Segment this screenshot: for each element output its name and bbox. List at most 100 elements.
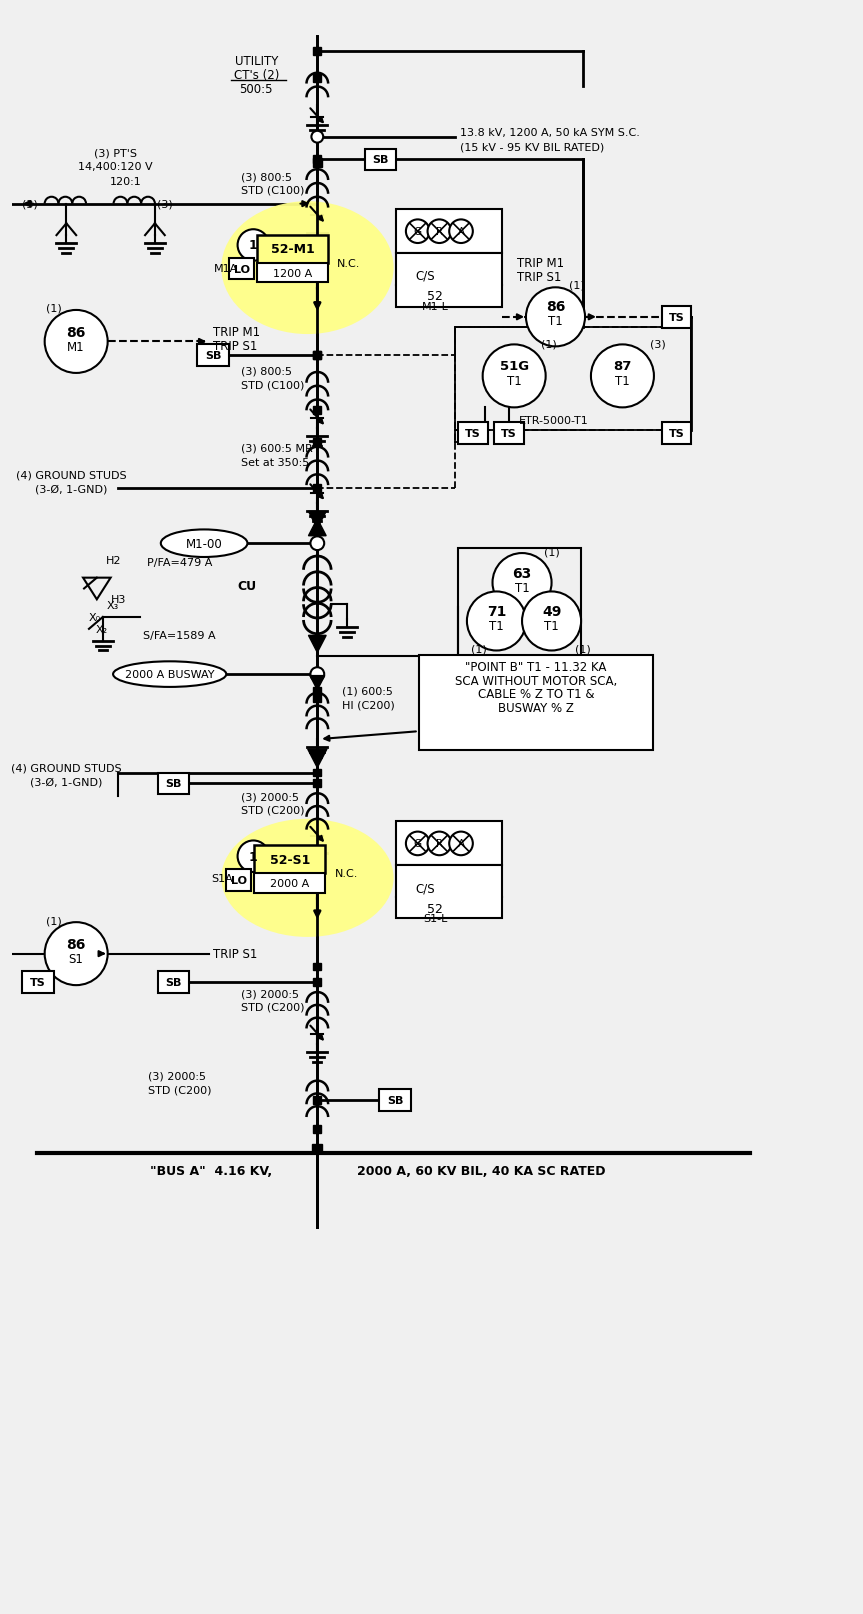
Text: 120:1: 120:1 (110, 178, 142, 187)
Circle shape (406, 833, 430, 855)
Circle shape (482, 345, 545, 408)
Bar (396, 822, 502, 865)
Bar (313, 158, 322, 168)
Text: M1: M1 (67, 341, 85, 353)
Circle shape (237, 231, 269, 261)
Text: TS: TS (501, 429, 517, 439)
Ellipse shape (161, 529, 248, 558)
Bar (419, 655, 653, 751)
Text: HI (C200): HI (C200) (342, 700, 394, 710)
Polygon shape (310, 676, 324, 691)
Text: (3-Ø, 1-GND): (3-Ø, 1-GND) (30, 776, 103, 788)
Text: 13.8 kV, 1200 A, 50 kA SYM S.C.: 13.8 kV, 1200 A, 50 kA SYM S.C. (460, 128, 639, 137)
Bar (313, 407, 321, 415)
Text: CU: CU (236, 579, 256, 592)
Bar (396, 210, 502, 253)
Text: S/FA=1589 A: S/FA=1589 A (143, 631, 216, 641)
Text: UTILITY: UTILITY (235, 55, 278, 68)
Bar (313, 157, 321, 165)
Text: 52: 52 (427, 289, 444, 302)
Text: TRIP S1: TRIP S1 (517, 271, 562, 284)
Bar (198, 345, 229, 366)
Text: (15 kV - 95 KV BIL RATED): (15 kV - 95 KV BIL RATED) (460, 142, 604, 152)
Bar (313, 688, 321, 696)
Text: STD (C100): STD (C100) (241, 381, 304, 391)
Bar (158, 773, 189, 794)
Bar (229, 258, 255, 281)
Text: TS: TS (669, 313, 684, 323)
Circle shape (312, 132, 324, 144)
Text: STD (C100): STD (C100) (241, 186, 304, 195)
Text: N.C.: N.C. (335, 868, 358, 878)
Bar (458, 423, 488, 444)
Bar (396, 865, 502, 918)
Bar (158, 972, 189, 993)
Text: BUSWAY % Z: BUSWAY % Z (498, 702, 574, 715)
Circle shape (427, 833, 451, 855)
Text: (1): (1) (544, 547, 559, 557)
Bar (226, 870, 251, 891)
Ellipse shape (113, 662, 226, 688)
Bar (257, 236, 328, 263)
Text: TRIP M1: TRIP M1 (213, 326, 260, 339)
Bar (364, 150, 396, 171)
Text: SB: SB (387, 1096, 403, 1106)
Text: (3) 600:5 MR: (3) 600:5 MR (241, 444, 312, 454)
Text: T1: T1 (615, 374, 630, 387)
Circle shape (237, 841, 269, 873)
Ellipse shape (221, 820, 394, 938)
Text: (1): (1) (46, 303, 61, 313)
Bar (313, 964, 321, 970)
Text: X₂: X₂ (96, 625, 108, 634)
Text: T1: T1 (545, 620, 559, 633)
Text: R: R (436, 839, 443, 849)
Polygon shape (308, 512, 326, 529)
Circle shape (526, 289, 585, 347)
Bar (396, 253, 502, 308)
Text: SB: SB (166, 780, 182, 789)
Polygon shape (308, 636, 326, 654)
Text: (4) GROUND STUDS: (4) GROUND STUDS (16, 470, 127, 479)
Text: S1-L: S1-L (423, 914, 448, 923)
Text: TS: TS (669, 429, 684, 439)
Bar (313, 352, 321, 360)
Text: TRIP S1: TRIP S1 (213, 339, 257, 352)
Circle shape (311, 537, 324, 550)
Text: STD (C200): STD (C200) (241, 805, 304, 815)
Text: LO: LO (230, 875, 247, 884)
Text: (3): (3) (22, 200, 38, 210)
Text: T1: T1 (548, 315, 563, 328)
Text: 500:5: 500:5 (240, 82, 273, 95)
Bar (313, 978, 321, 986)
Circle shape (591, 345, 654, 408)
Bar (494, 423, 524, 444)
Text: 2000 A, 60 KV BIL, 40 KA SC RATED: 2000 A, 60 KV BIL, 40 KA SC RATED (356, 1164, 605, 1177)
Text: C/S: C/S (416, 270, 435, 282)
Text: (3) 800:5: (3) 800:5 (241, 173, 292, 182)
Text: 86: 86 (66, 326, 85, 339)
Text: SB: SB (166, 978, 182, 988)
Bar (313, 439, 321, 447)
Circle shape (450, 220, 473, 244)
Bar (662, 307, 691, 329)
Text: M1-00: M1-00 (186, 537, 223, 550)
Bar (255, 873, 325, 893)
Bar (255, 846, 325, 873)
Text: A: A (457, 228, 464, 237)
Bar (22, 972, 54, 993)
Text: (3): (3) (650, 339, 665, 349)
Text: Set at 350:5: Set at 350:5 (241, 457, 309, 466)
Text: A: A (457, 839, 464, 849)
Text: 2000 A BUSWAY: 2000 A BUSWAY (125, 670, 214, 679)
Text: CT's (2): CT's (2) (234, 69, 279, 82)
Circle shape (522, 592, 581, 650)
Text: (1): (1) (576, 644, 591, 654)
Circle shape (427, 220, 451, 244)
Text: 71: 71 (487, 605, 506, 618)
Text: 52-S1: 52-S1 (269, 854, 310, 867)
Text: H2: H2 (105, 555, 121, 565)
Text: 49: 49 (542, 605, 561, 618)
Bar (313, 484, 321, 492)
Text: (1): (1) (570, 281, 585, 291)
Bar (313, 48, 321, 56)
